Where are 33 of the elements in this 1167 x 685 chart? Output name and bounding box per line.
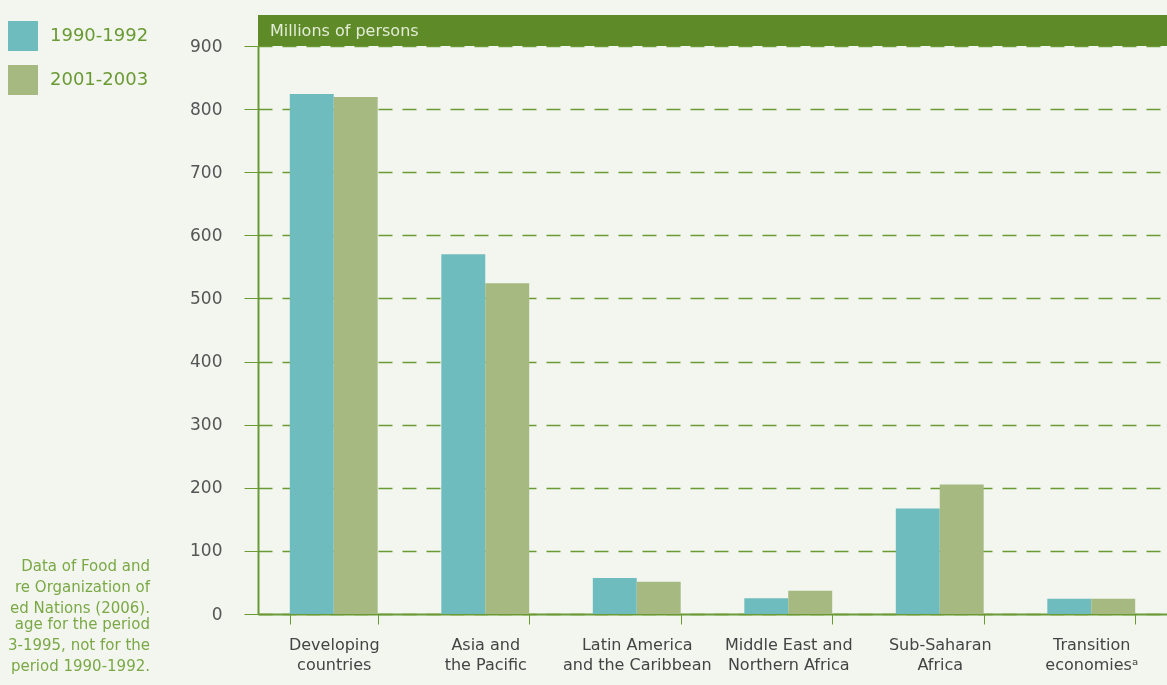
bar [636, 581, 681, 614]
y-tick-label: 800 [190, 98, 223, 119]
y-tick-label: 400 [190, 351, 223, 372]
bar [1047, 598, 1092, 614]
y-tick-label: 0 [211, 603, 223, 624]
y-tick-label: 500 [190, 287, 223, 308]
bar [592, 578, 637, 614]
x-tick-label: Middle East and Northern Africa [724, 634, 853, 674]
bar [939, 484, 984, 614]
x-tick-label: Sub-Saharan Africa [888, 634, 992, 674]
x-tick-label: Latin America and the Caribbean [562, 634, 712, 674]
y-tick-label: 600 [190, 224, 223, 245]
bar [1091, 598, 1136, 614]
bar [485, 283, 530, 614]
legend-label: 2001-2003 [50, 68, 149, 89]
x-tick-label: Transition economiesᵃ [1045, 634, 1139, 674]
bar [895, 508, 940, 614]
x-tick-label: Developing countries [288, 634, 380, 674]
y-tick-label: 700 [190, 161, 223, 182]
legend-label: 1990-1992 [50, 24, 149, 45]
bar [744, 598, 789, 614]
text: age for the period 3-1995, not for the period 1990-1992. [7, 615, 150, 677]
y-tick-label: 200 [190, 477, 223, 498]
bar [289, 93, 334, 614]
bar [333, 97, 378, 614]
chart-title: Millions of persons [258, 15, 1167, 46]
y-tick-label: 100 [190, 540, 223, 561]
bar [441, 254, 486, 614]
y-tick-label: 900 [190, 35, 223, 56]
bar [788, 590, 833, 614]
text: Data of Food and re Organization of ed Nations (2006). [9, 556, 150, 617]
x-tick-label: Asia and the Pacific [444, 634, 527, 674]
y-tick-label: 300 [190, 414, 223, 435]
